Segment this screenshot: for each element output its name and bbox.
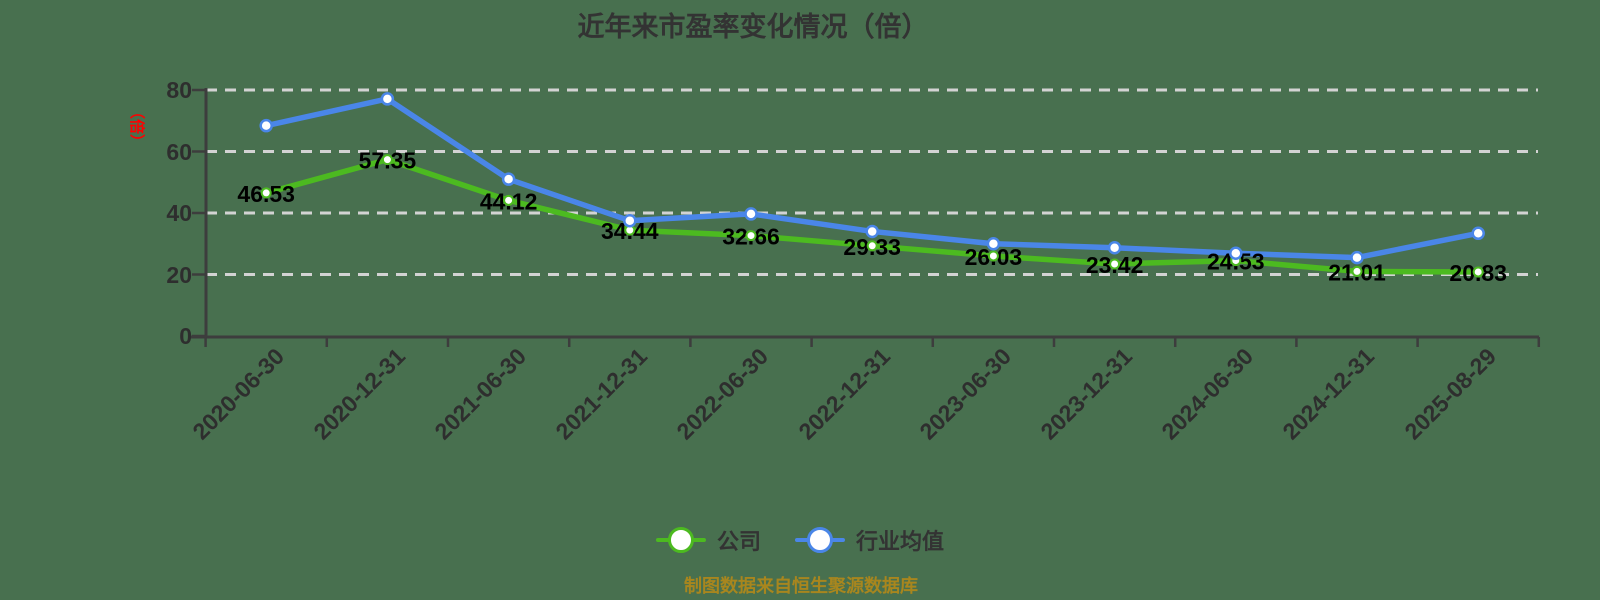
company-point-2024-12-31[interactable] — [1351, 265, 1363, 277]
y-axis-label-40: 40 — [166, 200, 192, 226]
industry-point-2020-06-30[interactable] — [259, 118, 273, 133]
company-point-2025-08-29[interactable] — [1472, 266, 1484, 278]
industry-legend-marker-icon — [795, 527, 845, 553]
industry-point-2024-12-31[interactable] — [1350, 250, 1364, 265]
company-point-2023-12-31[interactable] — [1109, 258, 1121, 270]
industry-point-2022-06-30[interactable] — [744, 207, 758, 221]
industry-point-2020-12-31[interactable] — [380, 92, 395, 106]
company-point-2023-06-30[interactable] — [987, 250, 999, 262]
y-axis-label-20: 20 — [166, 261, 192, 288]
industry-point-2025-08-29[interactable] — [1471, 226, 1485, 241]
company-point-2020-06-30[interactable] — [260, 187, 272, 199]
company-point-2021-06-30[interactable] — [503, 194, 515, 206]
company-legend-label: 公司 — [716, 529, 761, 554]
industry-legend-label: 行业均值 — [856, 529, 945, 554]
y-axis-label-0: 0 — [179, 323, 192, 349]
company-point-2020-12-31[interactable] — [381, 154, 393, 166]
legend: 公司 行业均值 — [655, 524, 944, 556]
industry-point-2023-12-31[interactable] — [1107, 240, 1122, 255]
industry-point-2022-12-31[interactable] — [865, 224, 879, 239]
industry-legend-dot — [807, 527, 833, 553]
chart-title: 近年来市盈率变化情况（倍） — [577, 12, 929, 42]
company-legend-dot — [667, 527, 694, 553]
legend-item-company[interactable]: 公司 — [655, 524, 761, 556]
y-axis-label-60: 60 — [166, 138, 192, 165]
y-axis-label-80: 80 — [166, 77, 192, 103]
industry-point-2023-06-30[interactable] — [986, 237, 1001, 251]
company-point-2022-06-30[interactable] — [745, 230, 757, 242]
company-legend-marker-icon — [655, 527, 706, 553]
legend-item-industry-average[interactable]: 行业均值 — [795, 524, 944, 556]
data-source-note: 制图数据来自恒生聚源数据库 — [684, 576, 918, 596]
industry-point-2021-12-31[interactable] — [623, 213, 637, 228]
industry-point-2024-06-30[interactable] — [1229, 246, 1243, 261]
company-point-2022-12-31[interactable] — [866, 240, 878, 252]
industry-point-2021-06-30[interactable] — [501, 172, 516, 186]
